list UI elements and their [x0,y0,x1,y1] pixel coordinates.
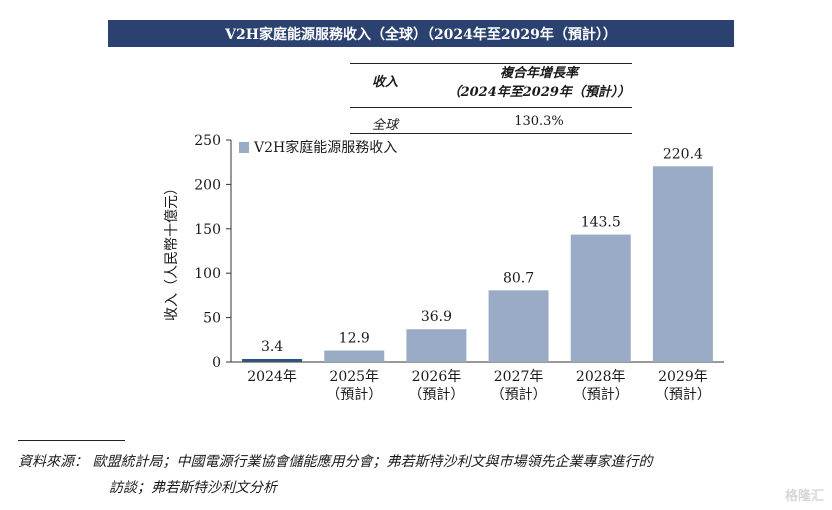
y-tick-label: 250 [194,133,221,149]
watermark-logo: 格隆汇 [784,489,824,504]
data-label: 220.4 [663,146,703,162]
x-tick-label: 2027年 [494,369,544,385]
data-label: 3.4 [261,339,283,355]
cagr-col2-header-line1: 複合年增長率 [499,66,578,81]
x-tick-label: 2029年 [658,369,708,385]
x-tick-sublabel: （預計） [655,387,711,403]
source-line-2: 訪談；弗若斯特沙利文分析 [109,480,277,496]
cagr-col1-header: 收入 [372,75,399,90]
cagr-row-label: 全球 [372,118,399,133]
cagr-col2-header: 複合年增長率 （2024年至2029年（預計）） [446,64,632,102]
y-axis-label: 收入（人民幣十億元） [164,181,180,321]
legend-swatch [239,142,249,153]
chart-title: V2H家庭能源服務收入（全球）（2024年至2029年（預計）） [108,20,734,47]
x-tick-label: 2028年 [576,369,626,385]
x-tick-sublabel: （預計） [573,387,629,403]
data-label: 36.9 [421,309,452,325]
y-tick-label: 150 [194,222,221,238]
bar [652,166,713,362]
x-tick-label: 2026年 [412,369,462,385]
cagr-col2-header-line2: （2024年至2029年（預計）） [447,85,631,100]
bar [242,358,303,362]
x-tick-label: 2025年 [329,369,379,385]
data-label: 80.7 [503,270,534,286]
source-divider [18,440,125,441]
y-tick-label: 100 [194,266,221,282]
bar [324,350,385,362]
x-tick-sublabel: （預計） [326,387,382,403]
bar [406,329,467,362]
source-line-1: 資料來源： 歐盟統計局；中國電源行業協會儲能應用分會；弗若斯特沙利文與市場領先企… [18,454,653,470]
y-tick-label: 200 [194,177,221,193]
cagr-row-value: 130.3% [514,114,564,129]
y-tick-label: 50 [203,311,221,327]
data-label: 12.9 [339,331,370,347]
x-tick-sublabel: （預計） [408,387,464,403]
bar [488,290,549,362]
y-tick-label: 0 [212,355,221,371]
x-tick-label: 2024年 [247,369,297,385]
bar-chart: 0 50 100 150 200 250 收入（人民幣十億元） 3.4 2024年 12.9 202… [164,133,724,403]
bar [570,234,631,362]
legend-label: V2H家庭能源服務收入 [253,139,397,156]
x-tick-sublabel: （預計） [491,387,547,403]
data-label: 143.5 [581,215,621,231]
source-note: 資料來源： 歐盟統計局；中國電源行業協會儲能應用分會；弗若斯特沙利文與市場領先企… [18,449,818,501]
